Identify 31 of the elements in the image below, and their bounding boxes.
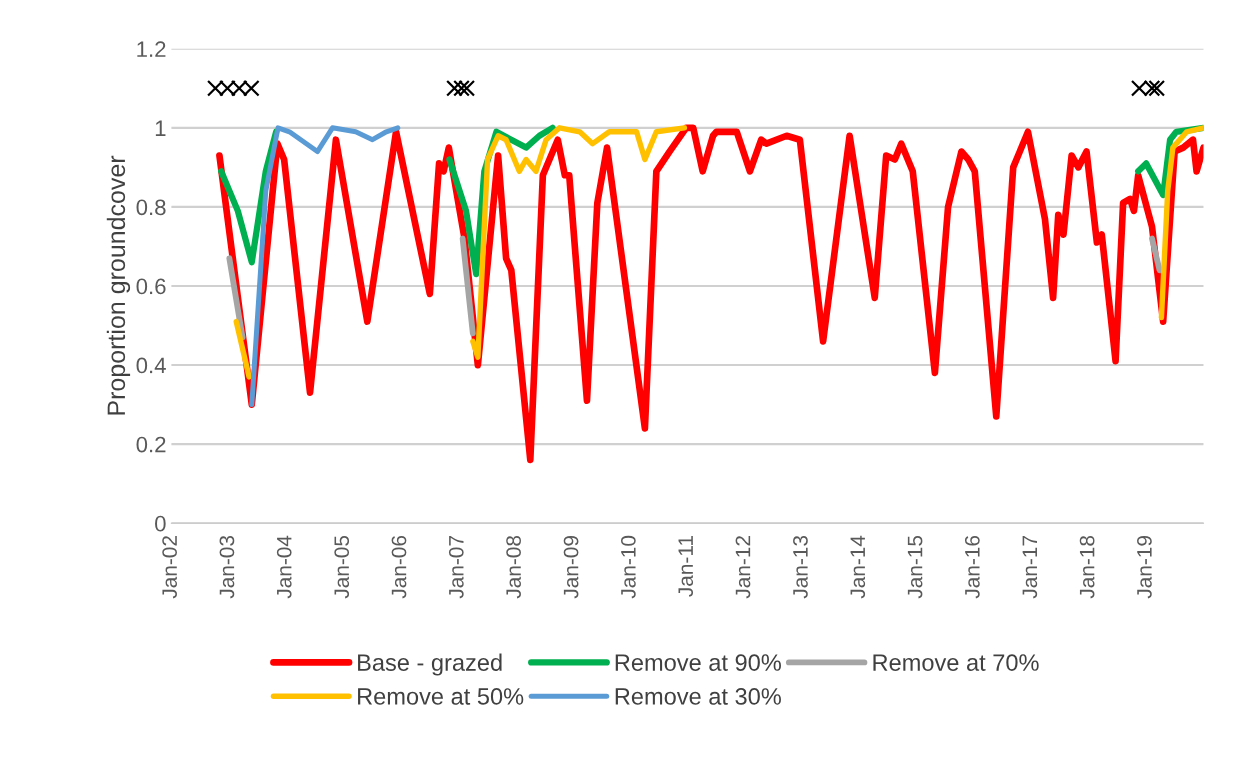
x-tick-label: Jan-02 [162, 536, 177, 599]
x-tick-label: Jan-03 [219, 535, 235, 599]
x-tick-label: Jan-18 [1079, 535, 1095, 599]
x-tick-label: Jan-04 [276, 535, 292, 599]
legend-label: Remove at 70% [873, 654, 1039, 671]
x-tick-label: Jan-12 [735, 536, 751, 599]
y-tick-label: 0.2 [136, 436, 166, 453]
x-tick-label: Jan-13 [793, 535, 808, 599]
x-tick-label: Jan-19 [1137, 536, 1152, 599]
x-tick-label: Jan-08 [506, 535, 521, 599]
legend-label: Remove at 50% [358, 688, 524, 705]
x-tick-label: Jan-05 [334, 535, 350, 599]
y-tick-label: 0 [155, 515, 166, 532]
y-axis-title: Proportion groundcover [106, 155, 131, 415]
x-tick-label: Jan-11 [678, 536, 694, 597]
x-tick-label: Jan-07 [448, 536, 464, 599]
x-tick-label: Jan-17 [1022, 536, 1038, 599]
x-tick-label: Jan-15 [907, 535, 923, 599]
x-tick-label: Jan-14 [850, 535, 866, 599]
x-tick-label: Jan-16 [964, 535, 980, 599]
y-tick-label: 1.2 [137, 41, 166, 57]
x-tick-label: Jan-10 [620, 535, 636, 599]
y-tick-label: 1 [155, 120, 166, 136]
x-tick-label: Jan-06 [391, 535, 407, 599]
legend-label: Remove at 30% [615, 688, 781, 705]
legend-label: Remove at 90% [615, 654, 781, 671]
legend-label: Base - grazed [358, 653, 502, 676]
y-tick-label: 0.8 [136, 199, 166, 216]
y-tick-label: 0.6 [136, 278, 166, 295]
x-tick-label: Jan-09 [563, 536, 579, 599]
y-tick-label: 0.4 [136, 357, 166, 374]
